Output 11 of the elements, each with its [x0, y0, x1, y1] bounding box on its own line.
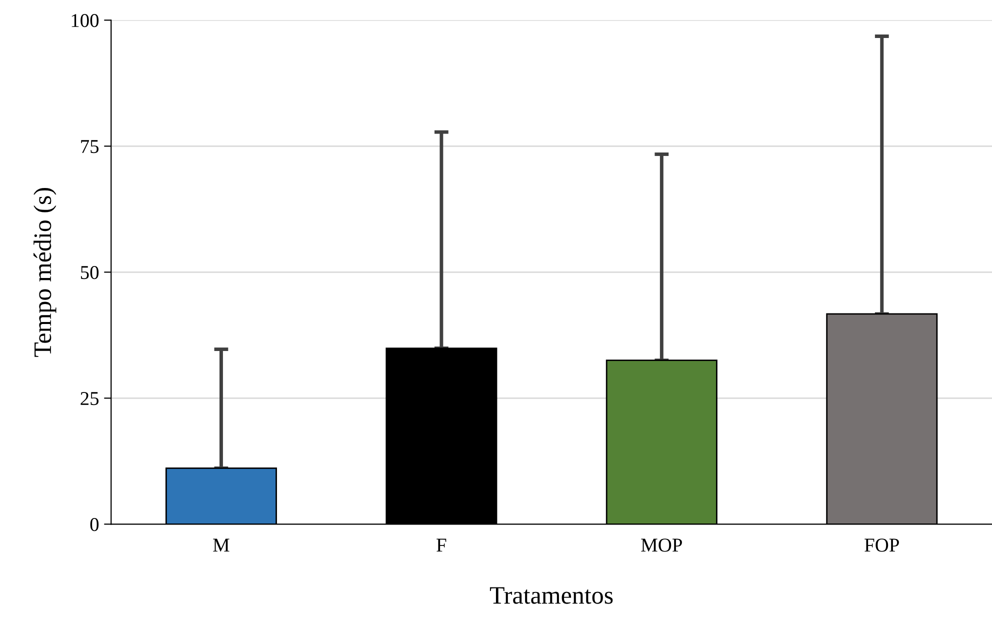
y-tick-label: 75 — [81, 140, 99, 154]
y-tick-label: 50 — [80, 266, 99, 280]
y-tick-label: 0 — [90, 518, 99, 532]
x-tick-label: FOP — [864, 538, 899, 552]
y-axis-title: Tempo médio (s) — [34, 188, 56, 357]
x-tick-label: F — [436, 538, 446, 552]
y-tick-label: 100 — [72, 14, 99, 28]
x-tick-label: MOP — [641, 538, 682, 552]
x-tick-label: M — [213, 538, 230, 552]
y-tick-label: 25 — [80, 392, 99, 406]
x-axis-title: Tratamentos — [490, 587, 613, 604]
